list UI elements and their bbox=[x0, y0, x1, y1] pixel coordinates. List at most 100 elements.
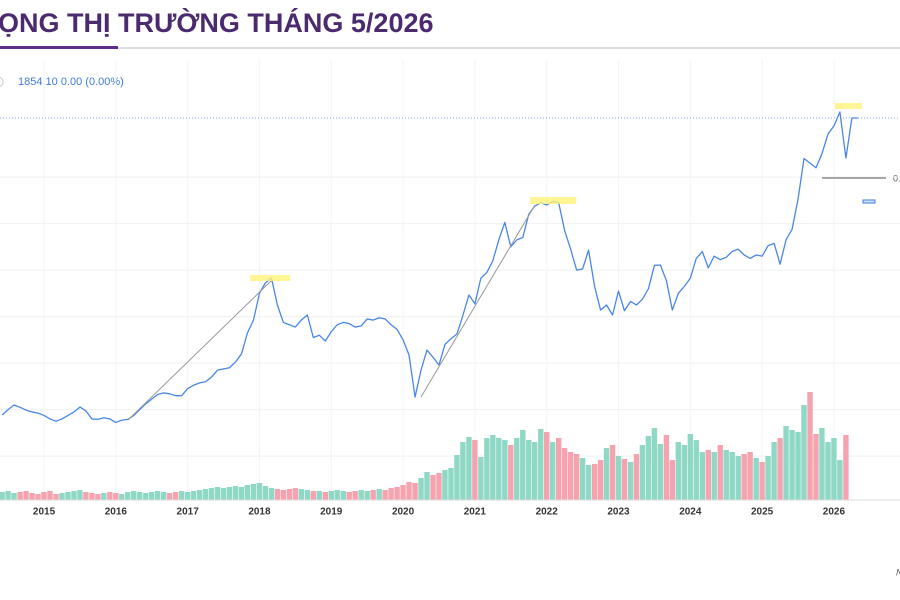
volume-bar bbox=[747, 452, 753, 500]
volume-bar bbox=[352, 491, 358, 500]
volume-bar bbox=[549, 442, 556, 500]
quote: 1854.10 0.00 (0.00%) bbox=[18, 76, 124, 88]
volume-bar bbox=[238, 487, 245, 500]
volume-bar bbox=[53, 494, 59, 500]
volume-bar bbox=[831, 438, 837, 500]
footnote: N bbox=[896, 567, 900, 577]
volume-bar bbox=[370, 490, 376, 500]
volume-bar bbox=[693, 440, 699, 500]
volume-bar bbox=[759, 462, 765, 500]
volume-bar bbox=[478, 457, 484, 500]
volume-bar bbox=[298, 489, 305, 500]
volume-bar bbox=[526, 440, 532, 500]
volume-bar bbox=[789, 430, 795, 500]
x-tick-label: 2016 bbox=[105, 507, 128, 518]
volume-bar bbox=[771, 442, 777, 500]
volume-bar bbox=[172, 492, 179, 500]
volume-bar bbox=[543, 432, 550, 500]
volume-bar bbox=[555, 438, 562, 500]
volume-bar bbox=[645, 436, 652, 500]
x-tick-label: 2020 bbox=[392, 507, 415, 518]
volume-bar bbox=[561, 448, 568, 500]
highlight bbox=[530, 197, 576, 204]
volume-bar bbox=[113, 493, 119, 500]
volume-bar bbox=[5, 491, 11, 500]
volume-bar bbox=[436, 473, 442, 500]
volume-bar bbox=[490, 435, 496, 500]
volume-bar bbox=[621, 459, 628, 500]
volume-bar bbox=[795, 432, 801, 500]
volume-bar bbox=[466, 437, 472, 500]
volume-bar bbox=[729, 452, 735, 500]
volume-bar bbox=[681, 445, 688, 500]
volume-bar bbox=[520, 430, 526, 500]
volume-bar bbox=[364, 491, 370, 500]
highlight bbox=[250, 275, 290, 281]
volume-bar bbox=[202, 489, 209, 500]
volume-bar bbox=[178, 491, 185, 500]
volume-bar bbox=[59, 493, 65, 500]
volume-bar bbox=[196, 490, 203, 500]
volume-bar bbox=[657, 444, 664, 500]
volume-bar bbox=[382, 490, 388, 500]
volume-bar bbox=[184, 492, 191, 500]
volume-bar bbox=[711, 452, 717, 500]
volume-bar bbox=[496, 438, 502, 500]
page-title: ỌNG THỊ TRƯỜNG THÁNG 5/2026 bbox=[0, 7, 434, 38]
volume-bar bbox=[280, 490, 287, 500]
volume-bar bbox=[753, 458, 759, 500]
level-marker bbox=[862, 199, 876, 204]
volume-bar bbox=[71, 491, 77, 500]
volume-bar bbox=[454, 455, 460, 500]
volume-bar bbox=[675, 442, 682, 500]
volume-bar bbox=[154, 491, 161, 500]
x-tick-label: 2015 bbox=[33, 507, 56, 518]
volume-bar bbox=[29, 493, 35, 500]
volume-bar bbox=[316, 491, 322, 500]
volume-bar bbox=[35, 494, 41, 500]
x-tick-label: 2017 bbox=[177, 507, 200, 518]
volume-bar bbox=[412, 483, 418, 500]
volume-bar bbox=[143, 493, 149, 500]
volume-bar bbox=[573, 454, 580, 500]
title-underline bbox=[0, 46, 118, 49]
volume-bar bbox=[765, 456, 771, 500]
volume-bar bbox=[609, 445, 616, 500]
volume-bar bbox=[633, 454, 640, 500]
volume-bar bbox=[256, 483, 263, 500]
volume-bar bbox=[813, 434, 819, 500]
volume-bar bbox=[699, 452, 706, 500]
x-tick-label: 2023 bbox=[607, 507, 630, 518]
volume-bar bbox=[161, 492, 167, 500]
volume-bar bbox=[825, 442, 831, 500]
volume-bar bbox=[603, 448, 610, 500]
volume-bar bbox=[268, 488, 275, 500]
volume-bar bbox=[532, 442, 538, 500]
volume-bar bbox=[406, 482, 412, 500]
level-label: 0. bbox=[893, 173, 900, 183]
volume-bar bbox=[615, 456, 622, 500]
volume-bar bbox=[741, 454, 747, 500]
x-tick-label: 2019 bbox=[320, 507, 343, 518]
volume-bar bbox=[137, 492, 143, 500]
volume-bar bbox=[717, 445, 723, 500]
volume-bar bbox=[388, 488, 394, 500]
volume-bar bbox=[723, 450, 729, 500]
x-tick-label: 2021 bbox=[464, 507, 487, 518]
volume-bar bbox=[843, 435, 849, 500]
volume-bar bbox=[0, 492, 5, 500]
volume-bar bbox=[190, 491, 197, 500]
volume-bar bbox=[651, 428, 658, 500]
volume-bar bbox=[346, 492, 352, 500]
volume-bar bbox=[125, 492, 131, 500]
volume-bar bbox=[418, 478, 424, 500]
volume-bar bbox=[208, 488, 215, 500]
volume-bar bbox=[514, 438, 520, 500]
volume-bar bbox=[286, 489, 293, 500]
volume-bar bbox=[819, 428, 825, 500]
trend-line bbox=[420, 204, 536, 398]
volume-bar bbox=[358, 490, 364, 500]
x-tick-label: 2025 bbox=[751, 507, 774, 518]
volume-bar bbox=[119, 494, 125, 500]
